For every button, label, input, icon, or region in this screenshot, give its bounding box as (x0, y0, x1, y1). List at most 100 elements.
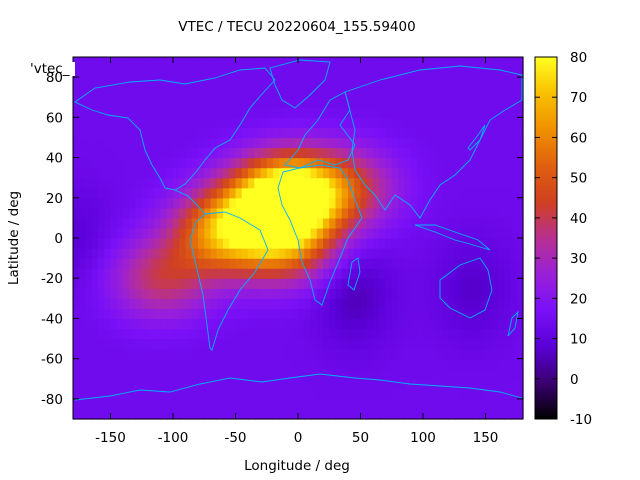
heatmap-cell (360, 258, 368, 269)
heatmap-cell (479, 147, 487, 159)
coastline-africa (277, 164, 363, 306)
heatmap-cell (285, 207, 293, 219)
heatmap-cell (410, 117, 418, 128)
heatmap-cell (423, 157, 430, 169)
heatmap-cell (373, 117, 380, 128)
colorbar-tick-label: 70 (570, 90, 587, 106)
heatmap-cell (291, 408, 299, 420)
heatmap-cell (316, 87, 324, 98)
heatmap-cell (485, 57, 493, 68)
heatmap-cell (316, 308, 324, 320)
heatmap-cell (429, 258, 437, 269)
heatmap-cell (473, 268, 480, 279)
heatmap-cell (491, 358, 499, 370)
heatmap-cell (279, 67, 287, 78)
heatmap-cell (129, 348, 137, 360)
heatmap-cell (329, 77, 337, 88)
heatmap-cell (335, 177, 343, 189)
heatmap-cell (135, 187, 143, 199)
heatmap-cell (429, 127, 437, 139)
heatmap-cell (223, 197, 230, 209)
heatmap-cell (141, 348, 149, 360)
heatmap-cell (341, 248, 349, 259)
heatmap-cell (473, 97, 480, 108)
heatmap-cell (466, 97, 474, 108)
heatmap-cell (179, 288, 187, 299)
heatmap-cell (341, 308, 349, 320)
heatmap-cell (173, 117, 180, 128)
heatmap-cell (416, 378, 424, 390)
heatmap-cell (91, 398, 99, 410)
heatmap-cell (323, 258, 330, 269)
heatmap-cell (273, 378, 280, 390)
heatmap-cell (173, 187, 180, 199)
heatmap-cell (385, 268, 393, 279)
heatmap-cell (229, 318, 237, 330)
heatmap-cell (279, 157, 287, 169)
heatmap-cell (454, 258, 462, 269)
heatmap-cell (391, 278, 399, 289)
heatmap-cell (316, 67, 324, 78)
heatmap-cell (185, 157, 193, 169)
heatmap-cell (335, 328, 343, 340)
heatmap-cell (285, 338, 293, 350)
heatmap-cell (385, 147, 393, 159)
heatmap-cell (466, 157, 474, 169)
heatmap-cell (185, 388, 193, 400)
heatmap-cell (504, 408, 512, 420)
heatmap-cell (179, 177, 187, 189)
heatmap-cell (479, 248, 487, 259)
heatmap-cell (160, 298, 168, 309)
heatmap-cell (329, 358, 337, 370)
heatmap-cell (191, 207, 199, 219)
heatmap-cell (385, 97, 393, 108)
heatmap-cell (291, 197, 299, 209)
heatmap-cell (460, 288, 468, 299)
heatmap-cell (73, 157, 80, 169)
heatmap-cell (204, 238, 212, 249)
heatmap-cell (98, 177, 105, 189)
heatmap-cell (498, 268, 505, 279)
heatmap-cell (323, 97, 330, 108)
heatmap-cell (229, 278, 237, 289)
heatmap-cell (229, 77, 237, 88)
heatmap-cell (479, 187, 487, 199)
heatmap-cell (135, 207, 143, 219)
heatmap-cell (135, 328, 143, 340)
heatmap-cell (160, 248, 168, 259)
heatmap-cell (323, 268, 330, 279)
heatmap-cell (216, 177, 224, 189)
heatmap-cell (235, 358, 243, 370)
y-tick-label: -60 (41, 352, 63, 368)
heatmap-cell (210, 258, 218, 269)
heatmap-cell (104, 87, 112, 98)
heatmap-cell (485, 238, 493, 249)
heatmap-cell (216, 77, 224, 88)
heatmap-cell (491, 67, 499, 78)
heatmap-cell (216, 278, 224, 289)
heatmap-cell (235, 338, 243, 350)
heatmap-cell (510, 77, 518, 88)
heatmap-cell (179, 358, 187, 370)
heatmap-cell (498, 408, 505, 420)
heatmap-cell (291, 77, 299, 88)
heatmap-cell (479, 398, 487, 410)
heatmap-cell (273, 288, 280, 299)
heatmap-cell (504, 308, 512, 320)
heatmap-cell (410, 187, 418, 199)
heatmap-cell (229, 217, 237, 229)
heatmap-cell (185, 288, 193, 299)
heatmap-cell (123, 318, 130, 330)
heatmap-cell (310, 207, 318, 219)
heatmap-cell (335, 187, 343, 199)
heatmap-cell (198, 348, 205, 360)
heatmap-cell (479, 157, 487, 169)
heatmap-cell (304, 67, 312, 78)
heatmap-cell (310, 187, 318, 199)
heatmap-cell (335, 358, 343, 370)
heatmap-cell (335, 197, 343, 209)
heatmap-cell (504, 268, 512, 279)
heatmap-cell (360, 268, 368, 279)
heatmap-cell (410, 67, 418, 78)
heatmap-cell (385, 398, 393, 410)
